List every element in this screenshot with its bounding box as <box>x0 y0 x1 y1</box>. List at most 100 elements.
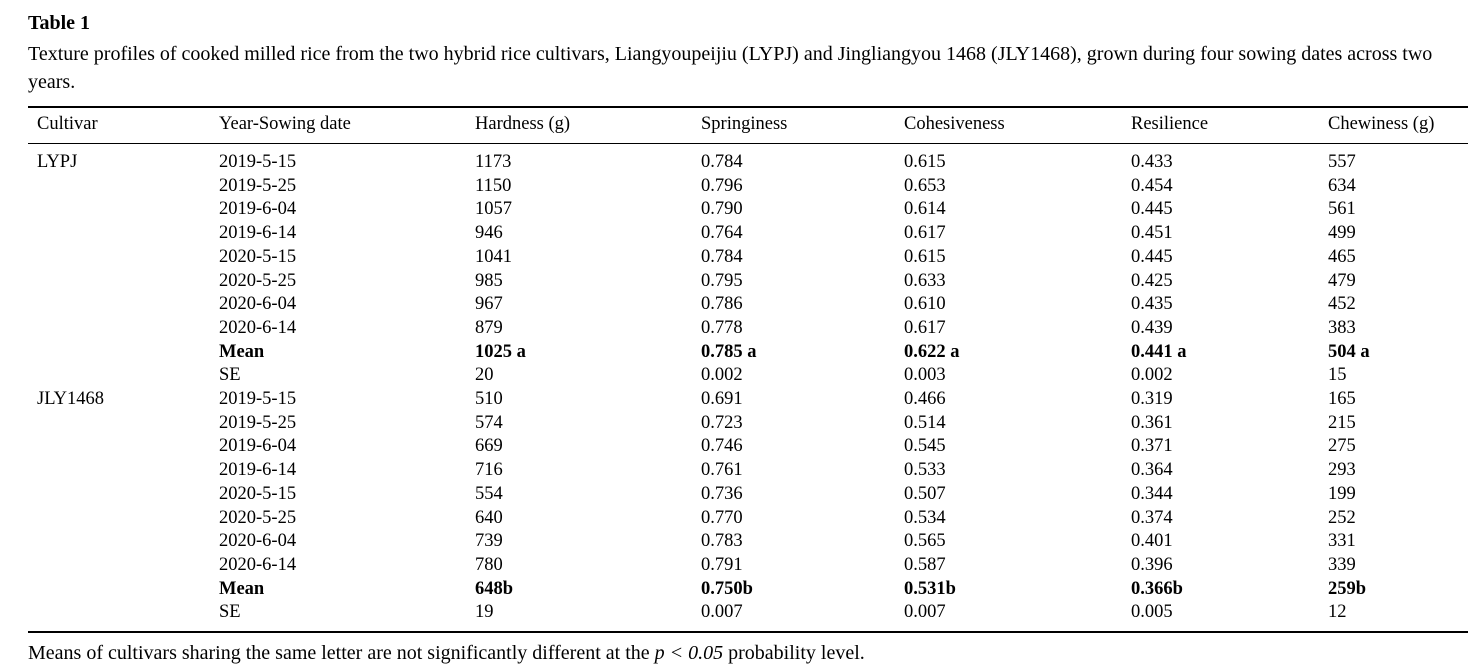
table-cell: 0.615 <box>904 152 946 172</box>
table-row: 2019-5-25 1150 0.796 0.653 0.454 634 <box>28 175 1468 199</box>
table-cell: 739 <box>475 531 503 552</box>
table-row: 2019-6-04 669 0.746 0.545 0.371 275 <box>28 435 1468 459</box>
table-cell: 0.770 <box>701 507 743 528</box>
table-cell <box>28 578 219 602</box>
table-row: 2020-6-04 967 0.786 0.610 0.435 452 <box>28 293 1468 317</box>
table-cell: 0.617 <box>904 223 946 244</box>
table-row: 2019-6-14 946 0.764 0.617 0.451 499 <box>28 222 1468 246</box>
table-cell: 1057 <box>475 199 512 220</box>
table-cell: 0.002 <box>701 365 743 386</box>
table-cell: 0.344 <box>1131 483 1173 504</box>
table-cell: 2020-6-14 <box>219 317 297 338</box>
table-cell: 0.785 a <box>701 341 757 362</box>
table-row: 2019-6-14 716 0.761 0.533 0.364 293 <box>28 459 1468 483</box>
table-cell: 946 <box>475 223 503 244</box>
table-cell: 0.796 <box>701 175 743 196</box>
table-cell <box>28 435 219 459</box>
table-cell: 0.466 <box>904 389 946 410</box>
table-footnote: Means of cultivars sharing the same lett… <box>28 640 1468 666</box>
table-cell: 967 <box>475 294 503 315</box>
table-cell: 0.005 <box>1131 602 1173 623</box>
table-cell: 648b <box>475 578 514 599</box>
table-cell: 0.003 <box>904 365 946 386</box>
table-row: SE 19 0.007 0.007 0.005 12 <box>28 601 1468 632</box>
table-cell: 0.653 <box>904 175 946 196</box>
footnote-text-before: Means of cultivars sharing the same lett… <box>28 642 655 665</box>
table-cell: 0.374 <box>1131 507 1173 528</box>
table-cell: 2020-6-04 <box>219 294 297 315</box>
table-cell: 2020-6-14 <box>219 554 297 575</box>
table-cell: 383 <box>1328 317 1356 338</box>
table-cell: 0.439 <box>1131 317 1173 338</box>
table-row: 2020-6-14 780 0.791 0.587 0.396 339 <box>28 554 1468 578</box>
table-cell <box>28 198 219 222</box>
table-cell: Mean <box>219 578 265 599</box>
table-cell: 499 <box>1328 223 1356 244</box>
table-cell: 0.454 <box>1131 175 1173 196</box>
table-cell: 634 <box>1328 175 1356 196</box>
table-cell: 2020-5-15 <box>219 246 297 267</box>
table-cell: 0.371 <box>1131 436 1173 457</box>
table-cell: 15 <box>1328 365 1347 386</box>
table-cell <box>28 601 219 632</box>
table-cell: 199 <box>1328 483 1356 504</box>
table-cell: 0.691 <box>701 389 743 410</box>
table-cell: 0.746 <box>701 436 743 457</box>
table-cell: 0.401 <box>1131 531 1173 552</box>
table-cell: 504 a <box>1328 341 1370 362</box>
table-cell: 0.783 <box>701 531 743 552</box>
table-cell: 2020-5-25 <box>219 507 297 528</box>
table-row: Mean 1025 a 0.785 a 0.622 a 0.441 a 504 a <box>28 341 1468 365</box>
table-cell: 479 <box>1328 270 1356 291</box>
table-cell <box>28 507 219 531</box>
table-cell: SE <box>219 365 241 386</box>
table-cell: 0.750b <box>701 578 753 599</box>
column-header: Hardness (g) <box>475 107 701 144</box>
table-cell: 2019-5-15 <box>219 389 297 410</box>
table-cell: 0.791 <box>701 554 743 575</box>
column-header: Cultivar <box>28 107 219 144</box>
table-cell: 2019-6-14 <box>219 223 297 244</box>
table-cell: SE <box>219 602 241 623</box>
table-cell: 0.361 <box>1131 412 1173 433</box>
table-cell: 0.622 a <box>904 341 960 362</box>
table-cell <box>28 364 219 388</box>
table-row: Mean 648b 0.750b 0.531b 0.366b 259b <box>28 578 1468 602</box>
table-cell: 2019-5-15 <box>219 152 297 172</box>
table-cell: 293 <box>1328 460 1356 481</box>
table-cell: 0.451 <box>1131 223 1173 244</box>
table-cell: 252 <box>1328 507 1356 528</box>
table-row: 2020-5-15 1041 0.784 0.615 0.445 465 <box>28 246 1468 270</box>
table-cell: 0.396 <box>1131 554 1173 575</box>
table-title: Table 1 <box>28 12 91 34</box>
table-cell: 275 <box>1328 436 1356 457</box>
table-cell <box>28 293 219 317</box>
table-cell: 554 <box>475 483 503 504</box>
table-cell <box>28 530 219 554</box>
table-cell: 0.364 <box>1131 460 1173 481</box>
table-cell <box>28 459 219 483</box>
table-row: 2020-5-25 640 0.770 0.534 0.374 252 <box>28 507 1468 531</box>
table-cell: 0.366b <box>1131 578 1183 599</box>
table-cell: 1025 a <box>475 341 526 362</box>
table-cell: 2020-5-25 <box>219 270 297 291</box>
table-cell: 0.534 <box>904 507 946 528</box>
table-cell: 510 <box>475 389 503 410</box>
table-cell: LYPJ <box>37 152 78 172</box>
table-cell: 0.784 <box>701 246 743 267</box>
table-cell <box>28 412 219 436</box>
table-cell: 0.795 <box>701 270 743 291</box>
table-row: 2020-6-14 879 0.778 0.617 0.439 383 <box>28 317 1468 341</box>
table-cell: 339 <box>1328 554 1356 575</box>
table-cell: 0.531b <box>904 578 956 599</box>
table-cell: 0.778 <box>701 317 743 338</box>
table-cell: 640 <box>475 507 503 528</box>
table-cell: Mean <box>219 341 265 362</box>
table-cell: 1150 <box>475 175 512 196</box>
table-cell: 557 <box>1328 152 1356 172</box>
table-cell <box>28 554 219 578</box>
table-row: LYPJ 2019-5-15 1173 0.784 0.615 0.433 557 <box>28 144 1468 175</box>
table-cell: 0.002 <box>1131 365 1173 386</box>
table-row: 2020-5-15 554 0.736 0.507 0.344 199 <box>28 483 1468 507</box>
